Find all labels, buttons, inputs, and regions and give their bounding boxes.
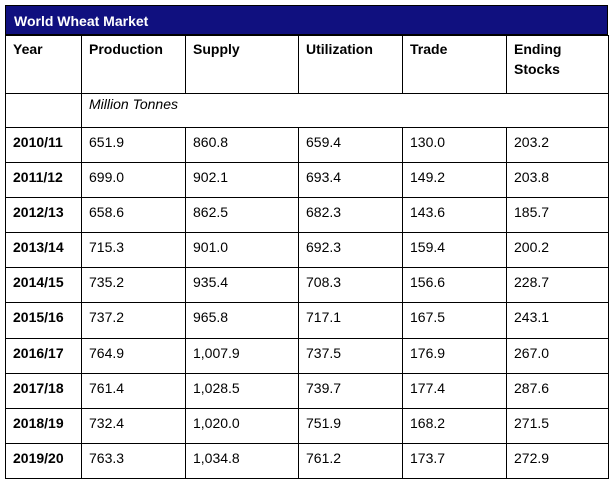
cell-ending-stocks: 287.6 [506, 372, 609, 409]
cell-ending-stocks: 243.1 [506, 302, 609, 339]
cell-production: 715.3 [81, 232, 186, 269]
cell-utilization: 682.3 [298, 197, 403, 234]
table-row: 2018/19 732.4 1,020.0 751.9 168.2 271.5 [5, 407, 609, 444]
table-row: 2013/14 715.3 901.0 692.3 159.4 200.2 [5, 232, 609, 269]
table-row: 2019/20 763.3 1,034.8 761.2 173.7 272.9 [5, 442, 609, 479]
unit-row-spacer [5, 93, 82, 128]
cell-trade: 168.2 [402, 407, 507, 444]
table-row: 2010/11 651.9 860.8 659.4 130.0 203.2 [5, 126, 609, 164]
cell-ending-stocks: 271.5 [506, 407, 609, 444]
cell-supply: 902.1 [185, 162, 299, 199]
cell-utilization: 737.5 [298, 337, 403, 374]
cell-supply: 1,034.8 [185, 442, 299, 479]
cell-ending-stocks: 200.2 [506, 232, 609, 269]
table-row: 2017/18 761.4 1,028.5 739.7 177.4 287.6 [5, 372, 609, 409]
cell-year: 2019/20 [5, 442, 82, 479]
table-title: World Wheat Market [5, 5, 608, 35]
column-header-supply: Supply [185, 35, 299, 94]
unit-label: Million Tonnes [81, 93, 609, 128]
cell-production: 761.4 [81, 372, 186, 409]
cell-trade: 176.9 [402, 337, 507, 374]
cell-production: 735.2 [81, 267, 186, 304]
cell-utilization: 693.4 [298, 162, 403, 199]
cell-production: 764.9 [81, 337, 186, 374]
unit-row: Million Tonnes [5, 93, 609, 128]
cell-year: 2015/16 [5, 302, 82, 339]
cell-utilization: 751.9 [298, 407, 403, 444]
cell-year: 2014/15 [5, 267, 82, 304]
cell-year: 2012/13 [5, 197, 82, 234]
table-row: 2015/16 737.2 965.8 717.1 167.5 243.1 [5, 302, 609, 339]
cell-ending-stocks: 185.7 [506, 197, 609, 234]
cell-supply: 1,020.0 [185, 407, 299, 444]
table-row: 2014/15 735.2 935.4 708.3 156.6 228.7 [5, 267, 609, 304]
cell-supply: 1,007.9 [185, 337, 299, 374]
cell-ending-stocks: 203.8 [506, 162, 609, 199]
cell-trade: 159.4 [402, 232, 507, 269]
wheat-market-table-container: World Wheat Market Year Production Suppl… [5, 5, 609, 479]
wheat-market-table: Year Production Supply Utilization Trade… [5, 35, 609, 479]
cell-utilization: 708.3 [298, 267, 403, 304]
cell-production: 737.2 [81, 302, 186, 339]
cell-utilization: 659.4 [298, 126, 403, 164]
cell-production: 732.4 [81, 407, 186, 444]
cell-ending-stocks: 272.9 [506, 442, 609, 479]
cell-trade: 156.6 [402, 267, 507, 304]
cell-ending-stocks: 203.2 [506, 126, 609, 164]
cell-ending-stocks: 267.0 [506, 337, 609, 374]
header-row: Year Production Supply Utilization Trade… [5, 35, 609, 94]
cell-supply: 935.4 [185, 267, 299, 304]
cell-supply: 1,028.5 [185, 372, 299, 409]
cell-supply: 860.8 [185, 126, 299, 164]
cell-supply: 862.5 [185, 197, 299, 234]
cell-year: 2010/11 [5, 126, 82, 164]
cell-utilization: 692.3 [298, 232, 403, 269]
cell-production: 658.6 [81, 197, 186, 234]
cell-utilization: 761.2 [298, 442, 403, 479]
cell-ending-stocks: 228.7 [506, 267, 609, 304]
cell-trade: 177.4 [402, 372, 507, 409]
column-header-year: Year [5, 35, 82, 94]
table-row: 2011/12 699.0 902.1 693.4 149.2 203.8 [5, 162, 609, 199]
cell-year: 2018/19 [5, 407, 82, 444]
cell-utilization: 739.7 [298, 372, 403, 409]
column-header-production: Production [81, 35, 186, 94]
cell-year: 2013/14 [5, 232, 82, 269]
cell-trade: 130.0 [402, 126, 507, 164]
column-header-ending-stocks: Ending Stocks [506, 35, 609, 94]
cell-production: 763.3 [81, 442, 186, 479]
column-header-utilization: Utilization [298, 35, 403, 94]
table-row: 2012/13 658.6 862.5 682.3 143.6 185.7 [5, 197, 609, 234]
cell-trade: 167.5 [402, 302, 507, 339]
cell-year: 2017/18 [5, 372, 82, 409]
cell-utilization: 717.1 [298, 302, 403, 339]
table-row: 2016/17 764.9 1,007.9 737.5 176.9 267.0 [5, 337, 609, 374]
cell-supply: 965.8 [185, 302, 299, 339]
cell-production: 699.0 [81, 162, 186, 199]
cell-year: 2011/12 [5, 162, 82, 199]
cell-trade: 149.2 [402, 162, 507, 199]
column-header-trade: Trade [402, 35, 507, 94]
cell-supply: 901.0 [185, 232, 299, 269]
cell-production: 651.9 [81, 126, 186, 164]
cell-trade: 173.7 [402, 442, 507, 479]
cell-year: 2016/17 [5, 337, 82, 374]
cell-trade: 143.6 [402, 197, 507, 234]
